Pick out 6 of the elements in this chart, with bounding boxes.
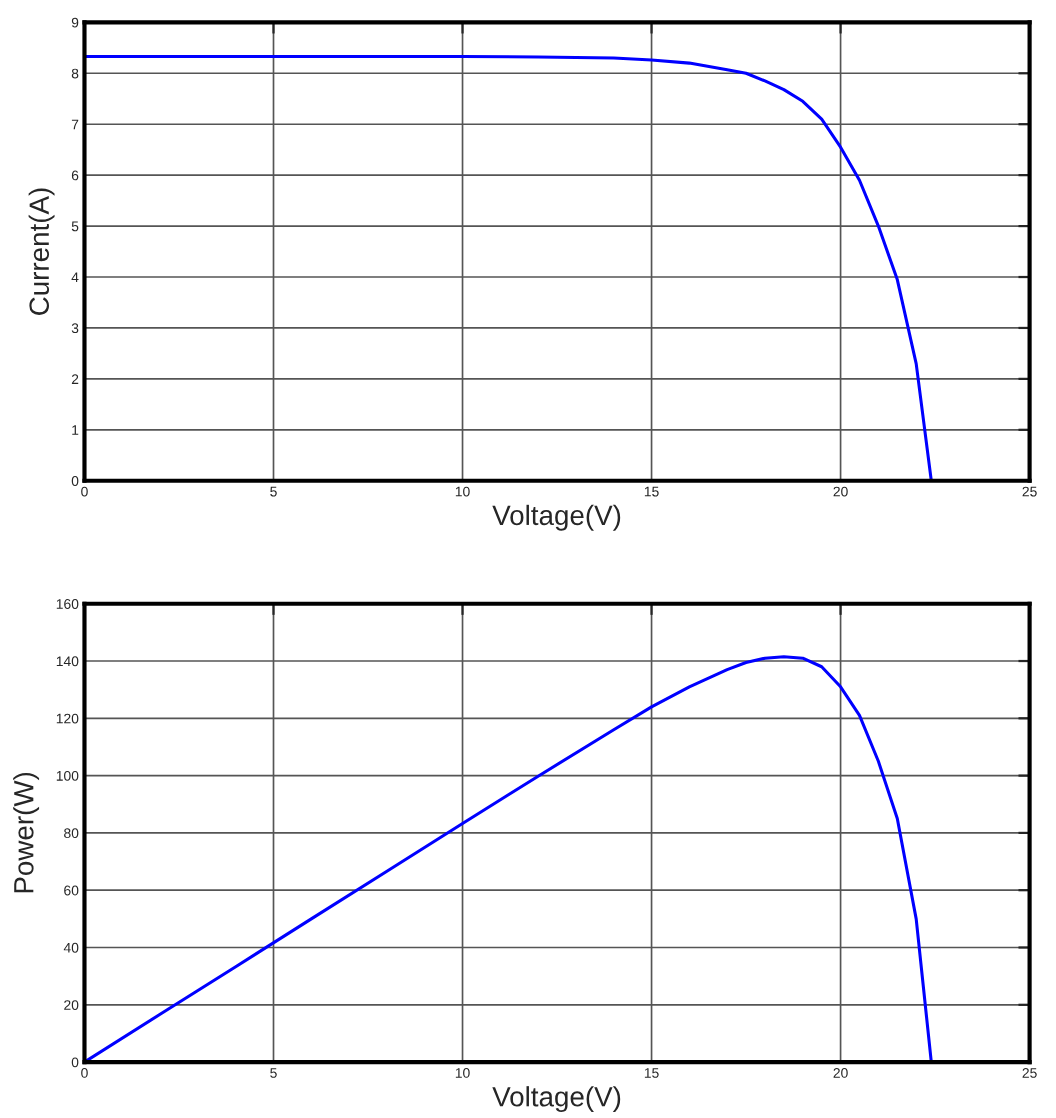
- line-series: [84, 54, 933, 481]
- y-axis-title: Current(A): [28, 188, 55, 315]
- line-series: [84, 655, 933, 1063]
- x-axis-title: Voltage(V): [492, 1086, 621, 1113]
- y-axis-title: Power(W): [13, 772, 40, 893]
- x-axis-title: Voltage(V): [492, 504, 621, 531]
